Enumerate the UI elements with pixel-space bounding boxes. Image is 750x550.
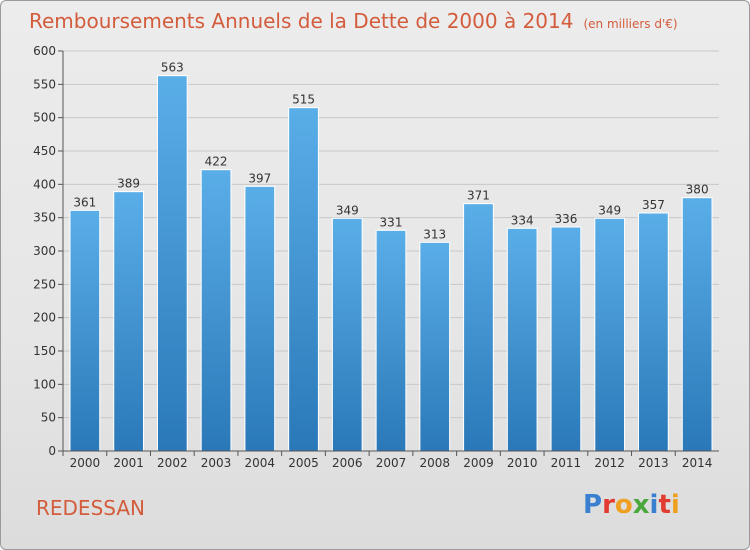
y-tick-label: 350 xyxy=(33,211,56,225)
y-tick-label: 300 xyxy=(33,244,56,258)
y-tick-label: 50 xyxy=(41,411,56,425)
bar-value-label: 349 xyxy=(598,203,621,217)
x-tick-label: 2006 xyxy=(332,456,363,470)
bar xyxy=(594,217,626,452)
logo-letter: o xyxy=(614,490,633,520)
x-tick-label: 2011 xyxy=(551,456,582,470)
y-tick-label: 450 xyxy=(33,144,56,158)
bar-value-label: 380 xyxy=(686,183,709,197)
y-tick-label: 100 xyxy=(33,377,56,391)
bar-value-label: 336 xyxy=(554,212,577,226)
bar xyxy=(463,203,494,452)
x-tick-label: 2010 xyxy=(507,456,538,470)
y-tick-label: 0 xyxy=(48,444,56,458)
chart-unit: (en milliers d'€) xyxy=(583,17,678,31)
y-tick-label: 200 xyxy=(33,311,56,325)
bar-value-label: 563 xyxy=(161,61,184,75)
bar xyxy=(638,212,669,452)
logo-letter: x xyxy=(632,490,650,520)
y-tick-label: 600 xyxy=(33,44,56,58)
city-name: REDESSAN xyxy=(36,496,145,520)
bar xyxy=(681,197,713,452)
bar xyxy=(550,226,582,452)
bar xyxy=(113,191,144,452)
bar xyxy=(331,217,363,452)
bars: 361 389 563 422 397 515 349 331 313 371 334 336 349 3… xyxy=(69,61,713,452)
logo-letter: i xyxy=(670,490,680,520)
x-tick-label: 2012 xyxy=(594,456,625,470)
bar-value-label: 349 xyxy=(336,203,359,217)
bar-value-label: 331 xyxy=(380,215,403,229)
bar xyxy=(375,229,407,452)
bar xyxy=(506,227,538,452)
bar xyxy=(156,75,188,452)
bar xyxy=(200,169,232,452)
bar xyxy=(244,185,276,452)
chart-title: Remboursements Annuels de la Dette de 20… xyxy=(29,9,678,33)
chart-title-text: Remboursements Annuels de la Dette de 20… xyxy=(29,9,574,33)
x-tick-label: 2005 xyxy=(288,456,319,470)
y-tick-label: 250 xyxy=(33,277,56,291)
bar-value-label: 422 xyxy=(205,155,228,169)
axes: 0 50 100 150 200 250 300 350 400 450 500 550 600 2000… xyxy=(33,44,719,470)
y-tick-label: 400 xyxy=(33,177,56,191)
x-tick-label: 2013 xyxy=(638,456,669,470)
x-tick-label: 2002 xyxy=(157,456,188,470)
bar-value-label: 361 xyxy=(73,195,96,209)
x-tick-label: 2014 xyxy=(682,456,713,470)
x-tick-label: 2009 xyxy=(463,456,494,470)
logo-letter: r xyxy=(602,490,615,520)
logo-letter: i xyxy=(649,490,659,520)
bar xyxy=(69,209,101,452)
x-tick-label: 2007 xyxy=(376,456,407,470)
bar xyxy=(288,107,319,452)
x-tick-label: 2001 xyxy=(113,456,144,470)
bar-value-label: 334 xyxy=(511,213,534,227)
bar-value-label: 397 xyxy=(248,171,271,185)
bar-value-label: 389 xyxy=(117,177,140,191)
bar-value-label: 357 xyxy=(642,198,665,212)
y-tick-label: 150 xyxy=(33,344,56,358)
bar-value-label: 313 xyxy=(423,227,446,241)
x-tick-label: 2004 xyxy=(245,456,276,470)
x-tick-label: 2003 xyxy=(201,456,232,470)
y-tick-label: 500 xyxy=(33,111,56,125)
bar-value-label: 371 xyxy=(467,189,490,203)
logo-letter: P xyxy=(583,490,603,520)
bar-value-label: 515 xyxy=(292,93,315,107)
x-tick-label: 2000 xyxy=(70,456,101,470)
x-tick-label: 2008 xyxy=(419,456,450,470)
bar xyxy=(419,241,451,452)
y-tick-label: 550 xyxy=(33,77,56,91)
logo-letter: t xyxy=(658,490,671,520)
proxiti-logo[interactable]: Proxiti xyxy=(583,490,680,520)
